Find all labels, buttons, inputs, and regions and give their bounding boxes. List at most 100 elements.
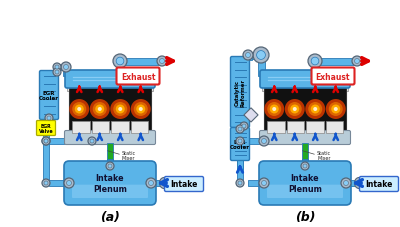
FancyBboxPatch shape (260, 71, 350, 89)
Circle shape (113, 55, 127, 69)
FancyBboxPatch shape (260, 131, 350, 145)
Ellipse shape (354, 178, 364, 189)
Circle shape (110, 100, 130, 119)
Bar (244, 59, 252, 61)
Text: Static
Mixer: Static Mixer (317, 150, 331, 161)
Circle shape (108, 164, 112, 168)
Text: EGR
Valve: EGR Valve (39, 123, 53, 134)
Circle shape (354, 59, 360, 64)
Ellipse shape (160, 178, 168, 189)
Circle shape (42, 137, 50, 145)
Bar (237, 126, 243, 129)
Circle shape (44, 139, 48, 143)
Circle shape (146, 178, 156, 188)
Bar (49, 138, 92, 144)
Text: Catalytic
Reformer: Catalytic Reformer (234, 79, 246, 107)
Circle shape (238, 139, 242, 143)
Circle shape (290, 105, 299, 114)
Circle shape (113, 103, 127, 116)
Text: Intake: Intake (365, 180, 393, 189)
Circle shape (270, 105, 279, 114)
Circle shape (326, 100, 346, 119)
Circle shape (313, 108, 317, 111)
Circle shape (238, 181, 242, 185)
Circle shape (311, 105, 320, 114)
Circle shape (88, 137, 96, 145)
Bar (264, 82, 346, 133)
Text: Exhaust: Exhaust (121, 72, 155, 81)
FancyBboxPatch shape (312, 68, 354, 85)
FancyBboxPatch shape (116, 68, 160, 85)
Bar (116, 62, 124, 77)
Circle shape (334, 108, 338, 111)
Bar (67, 82, 153, 92)
Circle shape (257, 51, 266, 60)
Bar (346, 180, 356, 186)
Text: EGR
Cooler: EGR Cooler (230, 139, 250, 150)
Circle shape (72, 103, 86, 116)
Circle shape (90, 100, 110, 119)
Circle shape (55, 71, 59, 75)
Circle shape (106, 162, 114, 170)
Text: Intake
Plenum: Intake Plenum (288, 173, 322, 193)
Circle shape (66, 181, 72, 186)
Bar (237, 141, 243, 169)
Bar (312, 62, 318, 77)
Bar (107, 159, 113, 166)
Bar (258, 56, 264, 77)
Circle shape (329, 103, 343, 116)
FancyBboxPatch shape (40, 71, 58, 120)
Circle shape (308, 103, 322, 116)
FancyBboxPatch shape (65, 71, 155, 89)
FancyBboxPatch shape (259, 161, 351, 205)
Bar (244, 108, 258, 122)
Circle shape (116, 58, 124, 66)
Bar (326, 121, 343, 133)
Text: Intake
Plenum: Intake Plenum (93, 173, 127, 193)
Circle shape (77, 108, 81, 111)
Bar (151, 180, 161, 186)
Circle shape (42, 179, 50, 187)
Circle shape (53, 64, 61, 72)
Circle shape (352, 57, 362, 67)
Bar (267, 121, 284, 133)
FancyBboxPatch shape (164, 177, 204, 192)
Circle shape (116, 105, 125, 114)
Bar (57, 65, 66, 71)
Circle shape (61, 63, 71, 73)
FancyBboxPatch shape (36, 121, 56, 136)
Bar (248, 138, 264, 144)
Circle shape (293, 108, 297, 111)
Circle shape (55, 66, 59, 70)
Circle shape (160, 59, 164, 64)
Bar (111, 121, 128, 133)
Circle shape (259, 178, 269, 188)
Circle shape (308, 55, 322, 69)
Circle shape (344, 181, 348, 186)
Bar (43, 141, 49, 183)
Bar (69, 82, 151, 133)
Circle shape (64, 65, 68, 70)
Circle shape (272, 108, 276, 111)
Circle shape (288, 103, 302, 116)
Circle shape (118, 108, 122, 111)
Circle shape (47, 116, 51, 121)
Circle shape (240, 122, 248, 131)
Bar (237, 159, 243, 169)
Bar (302, 143, 308, 159)
FancyBboxPatch shape (267, 185, 343, 198)
FancyBboxPatch shape (72, 185, 148, 198)
Circle shape (331, 105, 340, 114)
Bar (286, 121, 304, 133)
Bar (72, 121, 90, 133)
Circle shape (341, 178, 351, 188)
Bar (63, 68, 69, 77)
FancyBboxPatch shape (64, 131, 156, 145)
Circle shape (303, 164, 307, 168)
Bar (248, 180, 264, 186)
Circle shape (131, 100, 151, 119)
Circle shape (253, 48, 269, 64)
Circle shape (134, 103, 148, 116)
Circle shape (44, 181, 48, 185)
Bar (49, 180, 69, 186)
